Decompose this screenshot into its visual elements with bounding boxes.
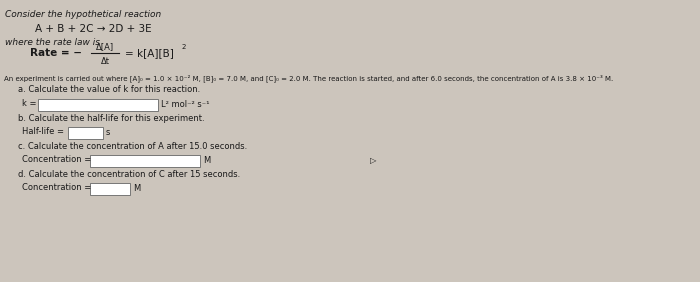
Text: where the rate law is: where the rate law is xyxy=(5,38,100,47)
Text: = k[A][B]: = k[A][B] xyxy=(125,48,174,58)
Text: An experiment is carried out where [A]₀ = 1.0 × 10⁻² M, [B]₀ = 7.0 M, and [C]₀ =: An experiment is carried out where [A]₀ … xyxy=(4,74,613,82)
FancyBboxPatch shape xyxy=(68,127,103,139)
Text: Δ[A]: Δ[A] xyxy=(96,43,114,52)
Text: Concentration =: Concentration = xyxy=(22,155,91,164)
Text: c. Calculate the concentration of A after 15.0 seconds.: c. Calculate the concentration of A afte… xyxy=(18,142,247,151)
Text: M: M xyxy=(203,156,210,165)
Text: k =: k = xyxy=(22,99,36,108)
Text: Consider the hypothetical reaction: Consider the hypothetical reaction xyxy=(5,10,161,19)
Text: A + B + 2C → 2D + 3E: A + B + 2C → 2D + 3E xyxy=(35,24,152,34)
Text: Half-life =: Half-life = xyxy=(22,127,64,136)
Text: ▷: ▷ xyxy=(370,156,377,165)
FancyBboxPatch shape xyxy=(90,183,130,195)
Text: d. Calculate the concentration of C after 15 seconds.: d. Calculate the concentration of C afte… xyxy=(18,170,240,179)
Text: M: M xyxy=(133,184,140,193)
Text: b. Calculate the half-life for this experiment.: b. Calculate the half-life for this expe… xyxy=(18,114,204,123)
Text: Rate = −: Rate = − xyxy=(30,48,82,58)
Text: Concentration =: Concentration = xyxy=(22,183,91,192)
Text: Δt: Δt xyxy=(101,56,109,65)
Text: L² mol⁻² s⁻¹: L² mol⁻² s⁻¹ xyxy=(161,100,209,109)
FancyBboxPatch shape xyxy=(90,155,200,167)
Text: s: s xyxy=(106,128,111,137)
FancyBboxPatch shape xyxy=(38,99,158,111)
Text: 2: 2 xyxy=(182,44,186,50)
Text: a. Calculate the value of k for this reaction.: a. Calculate the value of k for this rea… xyxy=(18,85,200,94)
